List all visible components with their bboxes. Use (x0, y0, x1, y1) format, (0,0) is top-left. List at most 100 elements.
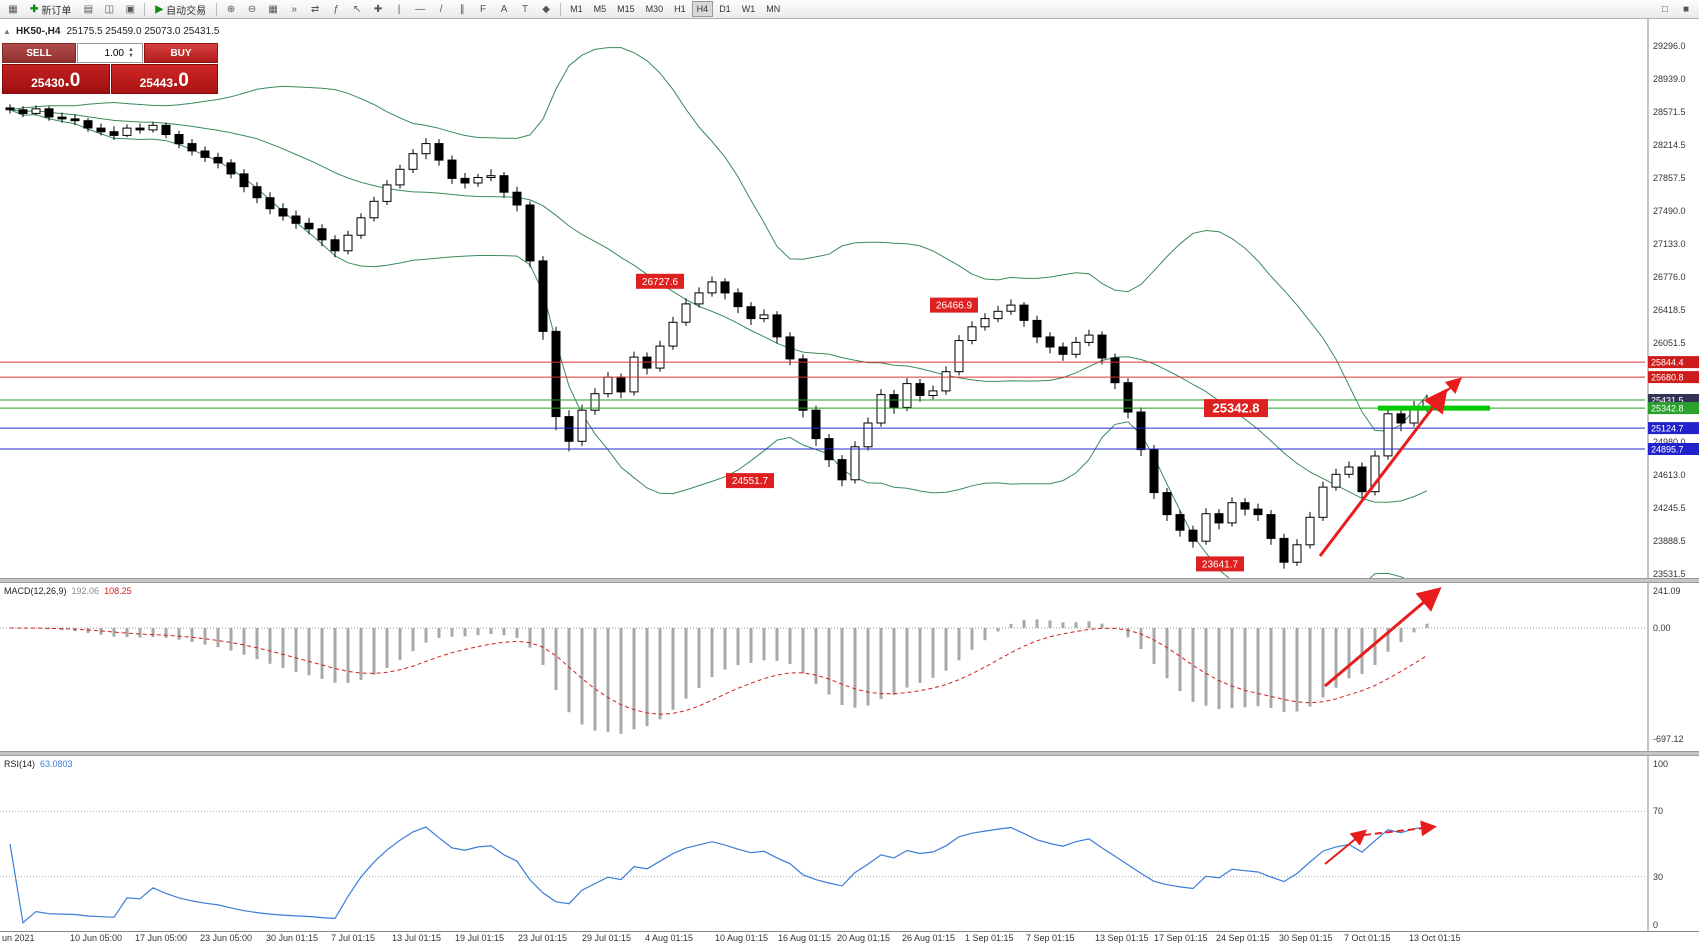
price-axis-label: 27490.0 (1653, 206, 1686, 216)
timeframe-d1[interactable]: D1 (719, 4, 731, 14)
rsi-line (9, 826, 1428, 924)
stop-icon[interactable]: ■ (1682, 3, 1690, 15)
timeframe-h1[interactable]: H1 (674, 4, 686, 14)
candle-body (577, 409, 587, 442)
sell-button[interactable]: SELL (2, 43, 76, 63)
candle-body (538, 260, 548, 332)
candle-body (200, 150, 210, 158)
price-axis-label: 24613.0 (1653, 470, 1686, 480)
candle-body (694, 292, 704, 305)
new-order-button[interactable]: ✚ 新订单 (24, 1, 77, 18)
text-icon[interactable]: A (500, 3, 508, 15)
candle-body (174, 134, 184, 145)
trade-panel-toggle-icon[interactable]: ▲ (3, 27, 11, 36)
candle-body (1253, 508, 1263, 516)
time-axis-label: 24 Sep 01:15 (1216, 933, 1270, 943)
svg-text:25431.5: 25431.5 (1651, 396, 1684, 406)
chart-shift-icon[interactable]: ⇄ (310, 3, 320, 15)
candle-body (1045, 336, 1055, 348)
new-order-icon: ✚ (30, 3, 39, 15)
macd-canvas[interactable]: 241.09 0.00 -697.12 (0, 583, 1699, 751)
tile-windows-icon[interactable]: ▦ (268, 3, 278, 15)
auto-scroll-icon[interactable]: » (291, 3, 297, 15)
trend-arrow[interactable] (1318, 388, 1448, 557)
volume-up-icon[interactable]: ▲ (128, 47, 134, 53)
zoom-in-icon[interactable]: ⊕ (226, 3, 236, 15)
time-axis-label: 13 Jul 01:15 (392, 933, 442, 943)
time-axis-label: 7 Oct 01:15 (1344, 933, 1391, 943)
shapes-icon[interactable]: ◆ (542, 3, 550, 15)
indicators-icon[interactable]: ƒ (333, 3, 339, 15)
price-chart-canvas[interactable]: 26727.6 26466.9 25342.8 24551.7 23641.7 29296… (0, 19, 1699, 578)
swing-price-label[interactable]: 26727.6 (636, 273, 684, 289)
rsi-label: RSI(14) 63.0803 (4, 759, 73, 769)
label-icon[interactable]: T (522, 3, 529, 15)
fullscreen-icon[interactable]: □ (1661, 3, 1669, 15)
candle-body (681, 303, 691, 323)
volume-input[interactable] (78, 47, 126, 59)
candle-body (525, 204, 535, 262)
cursor-icon[interactable]: ↖ (352, 3, 362, 15)
panel-separator[interactable] (0, 578, 1699, 583)
swing-price-label[interactable]: 23641.7 (1196, 556, 1244, 572)
timeframe-m15[interactable]: M15 (617, 4, 635, 14)
candle-body (265, 197, 275, 210)
volume-down-icon[interactable]: ▼ (128, 53, 134, 59)
candle-body (603, 376, 613, 395)
candle-body (1227, 502, 1237, 524)
rsi-dashed-arrow[interactable] (1363, 820, 1437, 837)
profiles-icon[interactable]: ▤ (83, 3, 94, 15)
timeframe-mn[interactable]: MN (766, 4, 781, 14)
macd-panel[interactable]: 241.09 0.00 -697.12 MACD(12,26,9) 192.06 108… (0, 583, 1699, 751)
zoom-out-icon[interactable]: ⊖ (247, 3, 257, 15)
horizontal-line-icon[interactable]: — (415, 3, 426, 15)
new-chart-icon[interactable]: ▦ (8, 3, 18, 15)
timeframe-h4[interactable]: H4 (691, 1, 714, 17)
trendline-icon[interactable]: / (439, 3, 443, 15)
swing-price-label[interactable]: 24551.7 (726, 473, 774, 489)
candle-body (408, 153, 418, 170)
macd-axis-label: -697.12 (1653, 734, 1684, 744)
time-axis-label: 13 Oct 01:15 (1409, 933, 1461, 943)
candle-body (941, 371, 951, 392)
rsi-panel[interactable]: 100 70 30 0 RSI(14) 63.0803 (0, 756, 1699, 931)
toolbar-divider (560, 2, 562, 16)
swing-price-label[interactable]: 26466.9 (930, 297, 978, 313)
rsi-canvas[interactable]: 100 70 30 0 (0, 756, 1699, 931)
crosshair-icon[interactable]: ✚ (373, 3, 383, 15)
candle-body (343, 234, 353, 252)
channel-icon[interactable]: ∥ (459, 3, 465, 15)
timeframe-m30[interactable]: M30 (645, 4, 664, 14)
macd-label: MACD(12,26,9) 192.06 108.25 (4, 586, 132, 596)
candle-body (187, 143, 197, 152)
market-watch-icon[interactable]: ◫ (104, 3, 115, 15)
sell-price[interactable]: 25430.0 (2, 64, 110, 94)
candle-body (1097, 334, 1107, 359)
timeframe-m1[interactable]: M1 (570, 4, 583, 14)
bollinger-middle-band (9, 109, 1428, 503)
svg-text:26727.6: 26727.6 (642, 277, 679, 288)
price-chart-panel[interactable]: 26727.6 26466.9 25342.8 24551.7 23641.7 29296… (0, 19, 1699, 578)
data-window-icon[interactable]: ▣ (125, 3, 136, 15)
swing-price-label[interactable]: 25342.8 (1204, 399, 1268, 418)
candle-body (1006, 304, 1016, 312)
candle-body (902, 383, 912, 408)
candle-body (356, 217, 366, 236)
vertical-line-icon[interactable]: | (397, 3, 401, 15)
candle-body (954, 340, 964, 373)
rsi-trend-arrow[interactable] (1324, 829, 1368, 865)
candle-body (850, 446, 860, 481)
fibonacci-icon[interactable]: F (480, 3, 487, 15)
auto-trading-button[interactable]: ▶ 自动交易 (149, 1, 212, 18)
buy-button[interactable]: BUY (144, 43, 218, 63)
timeframe-m5[interactable]: M5 (593, 4, 607, 14)
panel-separator[interactable] (0, 751, 1699, 756)
candle-body (96, 127, 106, 133)
buy-price[interactable]: 25443.0 (110, 64, 218, 94)
time-axis-label: 17 Sep 01:15 (1154, 933, 1208, 943)
candle-body (135, 127, 145, 131)
timeframe-w1[interactable]: W1 (741, 4, 756, 14)
macd-trend-arrow[interactable] (1324, 587, 1442, 688)
trend-arrow[interactable] (1430, 377, 1462, 406)
